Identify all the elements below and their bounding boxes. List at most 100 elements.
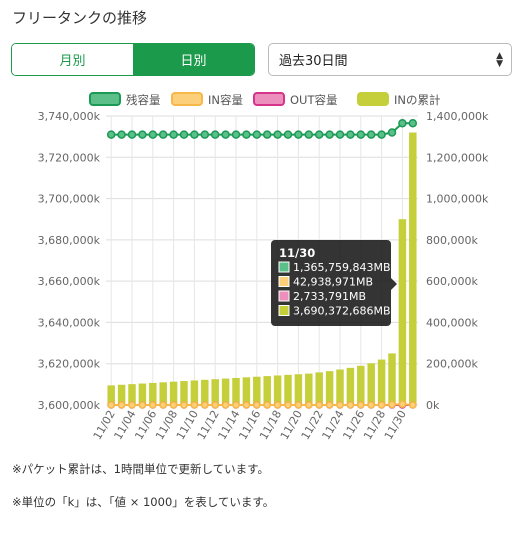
tooltip-title: 11/30	[279, 246, 315, 260]
line-point	[273, 130, 282, 139]
bar-in-cumulative	[190, 380, 199, 405]
bar-in-cumulative	[221, 378, 230, 405]
line-point	[325, 130, 334, 139]
line-point	[200, 130, 210, 139]
line-point	[242, 130, 251, 139]
y-right-tick-label: 0k	[426, 399, 440, 412]
legend-label: IN容量	[208, 93, 243, 107]
bar-in-cumulative	[149, 382, 157, 405]
line-point	[366, 130, 376, 139]
tooltip-swatch	[278, 261, 290, 273]
capacity-chart: 残容量 IN容量 OUT容量 INの累計 3,600,000k3,620,000k3,…	[38, 92, 489, 442]
line-point	[128, 401, 136, 409]
daily-tab[interactable]: 日別	[133, 44, 254, 75]
line-point	[335, 130, 345, 139]
monthly-tab[interactable]: 月別	[12, 44, 133, 75]
bar-in-cumulative	[357, 365, 365, 405]
line-point	[346, 401, 355, 409]
line-point	[409, 401, 417, 409]
line-point	[357, 401, 365, 409]
line-point	[117, 130, 126, 139]
chart-tooltip: 11/301,365,759,843MB 42,938,971MB2,733,79…	[271, 240, 397, 326]
line-point	[242, 401, 251, 409]
y-right-tick-label: 1,400,000k	[426, 110, 489, 123]
note-update: ※パケット累計は、1時間単位で更新しています。	[12, 462, 269, 476]
bar-in-cumulative	[117, 384, 126, 405]
bar-in-cumulative	[388, 353, 396, 405]
line-point	[253, 401, 261, 409]
line-point	[211, 401, 219, 409]
bar-in-cumulative	[169, 381, 178, 405]
line-point	[356, 130, 366, 139]
bar-series	[107, 132, 417, 405]
bar-in-cumulative	[159, 382, 167, 405]
y-left-tick-label: 3,660,000k	[38, 275, 101, 288]
y-axis-left: 3,600,000k 3,620,000k 3,640,000k 3,660,000k…	[38, 110, 101, 412]
line-point	[367, 401, 375, 409]
y-axis-right: 0k 200,000k 400,000k 600,000k 800,000k 1,000,…	[426, 110, 489, 412]
chart-grid	[106, 115, 418, 406]
line-point	[180, 401, 188, 409]
line-point	[346, 130, 355, 139]
bar-in-cumulative	[305, 373, 313, 405]
tooltip-swatch	[278, 305, 290, 316]
y-left-tick-label: 3,720,000k	[38, 151, 101, 164]
bar-in-cumulative	[325, 371, 334, 405]
bar-in-cumulative	[346, 367, 355, 405]
legend-swatch	[171, 92, 203, 106]
line-point	[398, 118, 407, 128]
line-point	[106, 130, 116, 139]
line-point	[377, 130, 386, 139]
y-left-tick-label: 3,620,000k	[38, 358, 101, 371]
line-point	[263, 401, 271, 409]
tooltip-value: 1,365,759,843MB	[293, 261, 391, 274]
line-point	[107, 401, 115, 409]
bar-in-cumulative	[263, 376, 271, 405]
line-point	[284, 401, 292, 409]
period-toggle: 月別 日別	[11, 43, 255, 76]
tooltip-caret	[391, 278, 397, 290]
bar-in-cumulative	[409, 132, 417, 405]
line-point	[315, 401, 323, 409]
tooltip-swatch	[278, 290, 290, 302]
line-point	[273, 401, 282, 409]
x-tick-label: 11/30	[382, 408, 409, 442]
line-point	[149, 401, 157, 409]
line-point	[387, 128, 397, 137]
legend-label: 残容量	[126, 93, 161, 107]
page-title: フリータンクの推移	[12, 9, 148, 27]
line-point	[148, 130, 158, 139]
bar-in-cumulative	[253, 376, 261, 405]
bar-in-cumulative	[242, 377, 251, 405]
tooltip-value: 2,733,791MB	[293, 290, 366, 303]
line-point	[304, 130, 314, 139]
tooltip-value: 3,690,372,686MB	[293, 305, 391, 318]
line-point	[305, 401, 313, 409]
line-point	[127, 130, 137, 139]
tooltip-value: 42,938,971MB	[293, 276, 373, 289]
range-select[interactable]: 過去30日間 ▲ ▼	[268, 43, 512, 76]
legend-label: INの累計	[394, 93, 441, 107]
line-point	[388, 400, 396, 409]
bar-in-cumulative	[284, 374, 292, 405]
bar-in-cumulative	[398, 219, 407, 405]
legend-swatch	[357, 92, 389, 106]
line-point	[190, 401, 199, 409]
bar-in-cumulative	[336, 369, 344, 405]
line-point	[221, 130, 230, 139]
chart-legend: 残容量 IN容量 OUT容量 INの累計	[89, 92, 441, 107]
y-left-tick-label: 3,600,000k	[38, 399, 101, 412]
line-point	[283, 130, 293, 139]
line-point	[169, 401, 178, 409]
bar-in-cumulative	[294, 374, 303, 405]
bar-in-cumulative	[367, 363, 375, 405]
line-point	[179, 130, 189, 139]
bar-in-cumulative	[201, 379, 209, 405]
line-point	[190, 130, 199, 139]
y-right-tick-label: 600,000k	[426, 275, 478, 288]
line-point	[232, 401, 240, 409]
line-point	[117, 401, 126, 409]
line-point	[252, 130, 262, 139]
line-point	[221, 401, 230, 409]
line-point	[159, 401, 167, 409]
